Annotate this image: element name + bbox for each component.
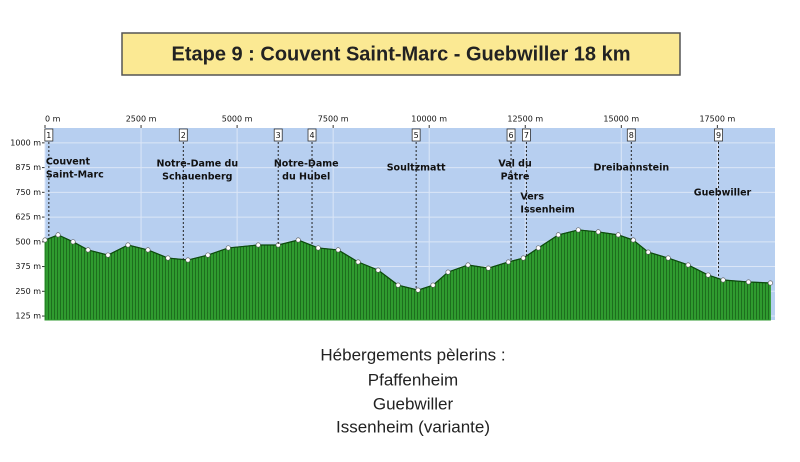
footer-title: Hébergements pèlerins : [320,345,505,364]
waypoint-box [307,128,317,142]
elevation-point [430,282,436,288]
elevation-point [615,232,621,238]
x-tick-label: 0 m [45,115,61,124]
waypoint-number: 3 [276,131,281,140]
elevation-point [125,242,131,248]
elevation-point [145,247,151,253]
x-tick-label: 5000 m [222,115,253,124]
elevation-point [645,249,651,255]
waypoint-number: 2 [181,131,186,140]
y-tick-label: 625 m [15,213,41,222]
elevation-point [295,237,301,243]
waypoint-label: Vers [520,192,544,203]
waypoint-box [178,128,188,142]
waypoint-label: Val du [498,159,531,170]
elevation-point [520,255,526,261]
elevation-point [485,265,491,271]
footer-line: Issenheim (variante) [336,417,490,436]
elevation-point [535,245,541,251]
waypoint-number: 8 [629,131,634,140]
elevation-point [415,287,421,293]
waypoint-label: Notre-Dame du [157,159,239,170]
waypoint-box [626,128,636,142]
waypoint-box [273,128,283,142]
x-tick-label: 10000 m [411,115,447,124]
elevation-point [555,232,561,238]
elevation-point [685,262,691,268]
footer-line: Guebwiller [373,394,454,413]
y-tick-label: 500 m [15,237,41,246]
waypoint-label: Guebwiller [694,188,752,199]
y-tick-label: 250 m [15,287,41,296]
elevation-point [745,279,751,285]
waypoint-number: 1 [46,131,51,140]
elevation-point [315,245,321,251]
elevation-point [85,247,91,253]
elevation-point [335,247,341,253]
elevation-point [70,239,76,245]
waypoint-number: 4 [309,131,314,140]
waypoint-number: 5 [414,131,419,140]
elevation-point [185,257,191,263]
waypoint-label: Issenheim [520,205,575,216]
waypoint-label: du Hubel [282,172,330,183]
waypoint-label: Couvent [46,157,91,168]
elevation-point [445,269,451,275]
elevation-point [575,227,581,233]
x-tick-label: 12500 m [507,115,543,124]
elevation-point [42,237,48,243]
elevation-point [595,229,601,235]
x-tick-label: 17500 m [699,115,735,124]
waypoint-label: Notre-Dame [274,159,339,170]
elevation-point [105,252,111,258]
elevation-point [665,255,671,261]
elevation-point [165,255,171,261]
y-tick-label: 125 m [15,312,41,321]
elevation-point [767,280,773,286]
waypoint-label: Schauenberg [162,172,232,183]
waypoint-label: Saint-Marc [46,170,104,181]
elevation-point [705,272,711,278]
waypoint-box [714,128,723,142]
footer-line: Pfaffenheim [368,370,458,389]
y-tick-label: 1000 m [10,138,41,147]
waypoint-box [506,128,516,142]
waypoint-box [522,128,531,142]
waypoint-box [44,128,54,142]
elevation-point [395,282,401,288]
title-box [121,32,681,76]
elevation-point [505,259,511,265]
y-tick-label: 750 m [15,188,41,197]
x-tick-label: 7500 m [318,115,349,124]
elevation-point [225,245,231,251]
elevation-point [720,277,726,283]
y-tick-label: 875 m [15,163,41,172]
elevation-point [55,232,61,238]
y-tick-label: 375 m [15,262,41,271]
waypoint-box [411,128,421,142]
waypoint-number: 9 [716,131,721,140]
elevation-point [355,259,361,265]
waypoint-number: 6 [509,131,514,140]
elevation-point [630,237,636,243]
waypoint-label: Pâtre [501,172,530,183]
x-tick-label: 15000 m [603,115,639,124]
waypoint-number: 7 [524,131,529,140]
x-tick-label: 2500 m [126,115,157,124]
elevation-point [375,267,381,273]
waypoint-label: Dreibannstein [593,163,669,174]
elevation-point [465,262,471,268]
chart-title: Etape 9 : Couvent Saint-Marc - Guebwille… [171,43,630,65]
waypoint-label: Soultzmatt [387,163,446,174]
elevation-point [205,252,211,258]
elevation-point [255,242,261,248]
